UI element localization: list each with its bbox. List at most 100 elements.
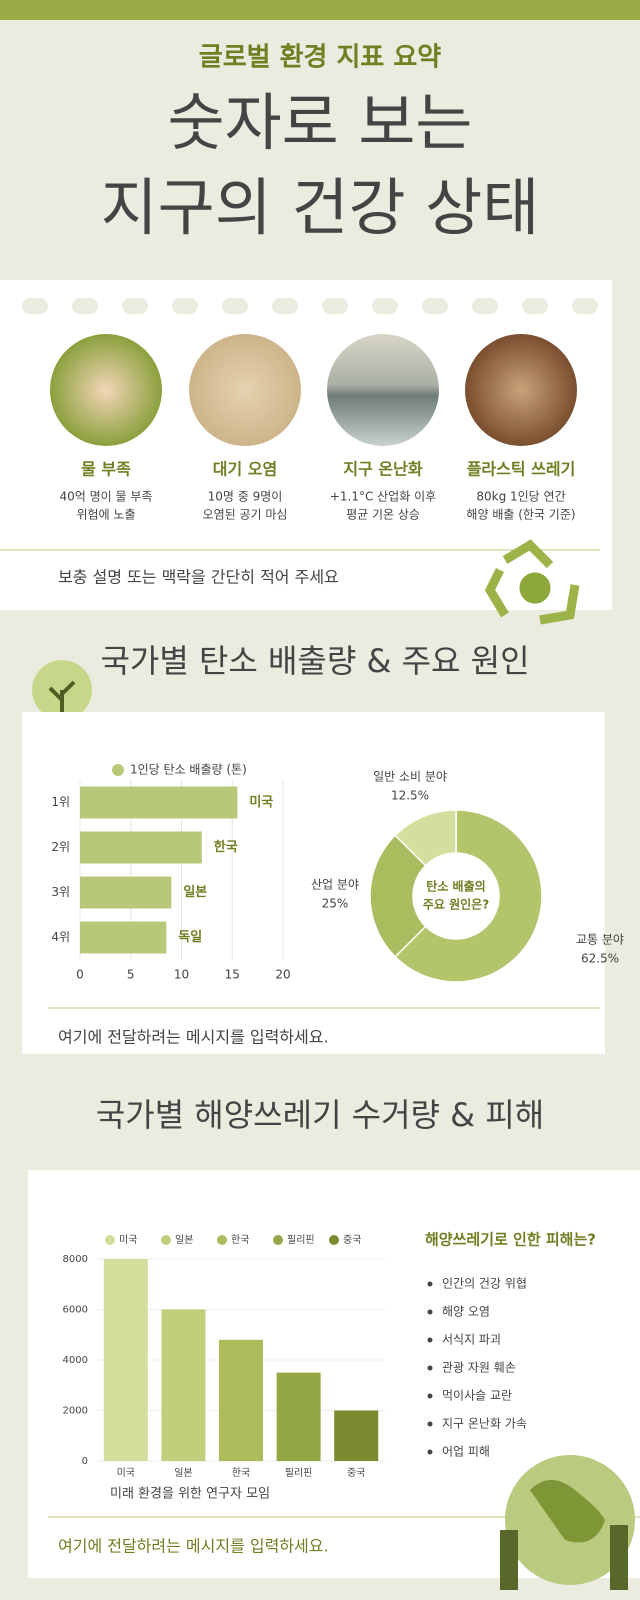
slice-value: 62.5% — [581, 952, 619, 966]
card-title: 물 부족 — [81, 460, 131, 479]
damage-item: 어업 피해 — [442, 1445, 490, 1459]
card-title: 지구 온난화 — [343, 460, 422, 479]
photo — [465, 334, 577, 446]
x-tick-label: 20 — [275, 968, 290, 982]
bar-label: 한국 — [214, 839, 238, 855]
message: 여기에 전달하려는 메시지를 입력하세요. — [58, 1537, 329, 1556]
legend-swatch — [161, 1235, 171, 1245]
pie-slice — [394, 809, 543, 983]
bar — [103, 1259, 148, 1461]
legend-swatch — [217, 1235, 227, 1245]
x-tick-label: 10 — [174, 968, 189, 982]
bullet — [427, 1449, 433, 1455]
card-text: 40억 명이 물 부족 — [60, 490, 153, 504]
source: 미래 환경을 위한 연구자 모임 — [110, 1487, 270, 1502]
card-text: 80kg 1인당 연간 — [476, 490, 565, 504]
legend-swatch — [112, 764, 124, 776]
slice-label: 일반 소비 분야 — [373, 770, 447, 784]
bar — [334, 1410, 379, 1461]
legend-label: 일본 — [175, 1234, 193, 1246]
card-title: 플라스틱 쓰레기 — [467, 460, 576, 479]
legend-swatch — [329, 1235, 339, 1245]
title-line: 지구의 건강 상태 — [101, 171, 540, 244]
bar — [80, 786, 238, 819]
damage-item: 서식지 파괴 — [442, 1333, 501, 1347]
bullet — [427, 1337, 433, 1343]
x-tick-label: 15 — [225, 968, 240, 982]
legend-swatch — [105, 1235, 115, 1245]
x-tick-label: 0 — [76, 968, 84, 982]
x-tick-label: 중국 — [347, 1467, 365, 1479]
damage-item: 해양 오염 — [442, 1305, 490, 1319]
damage-item: 먹이사슬 교란 — [442, 1389, 512, 1403]
legend-label: 1인당 탄소 배출량 (톤) — [130, 763, 247, 777]
pie-slice — [394, 809, 457, 867]
card-text: 평균 기온 상승 — [346, 508, 420, 522]
damage-item: 관광 자원 훼손 — [442, 1361, 516, 1375]
y-tick-label: 0 — [82, 1456, 88, 1467]
legend-label: 한국 — [231, 1234, 249, 1246]
card-text: 오염된 공기 마심 — [203, 508, 288, 522]
note: 보충 설명 또는 맥락을 간단히 적어 주세요 — [58, 568, 339, 587]
card-text: 해양 배출 (한국 기준) — [466, 508, 575, 522]
center-text: 탄소 배출의 — [426, 879, 485, 894]
card-text: 10명 중 9명이 — [208, 490, 283, 504]
y-tick-label: 4000 — [63, 1355, 88, 1366]
bar — [80, 876, 172, 909]
bullet — [427, 1281, 433, 1287]
x-tick-label: 일본 — [174, 1467, 192, 1479]
bar-label: 미국 — [249, 794, 273, 810]
globe-decoration — [500, 1455, 635, 1590]
photo — [50, 334, 162, 446]
y-tick-label: 8000 — [63, 1254, 88, 1265]
x-tick-label: 한국 — [232, 1467, 250, 1479]
bullet — [427, 1309, 433, 1315]
y-tick-label: 2000 — [63, 1406, 88, 1417]
card-text: 위험에 노출 — [76, 508, 135, 522]
message: 여기에 전달하려는 메시지를 입력하세요. — [58, 1028, 329, 1047]
section-heading: 국가별 탄소 배출량 & 주요 원인 — [100, 642, 529, 680]
x-tick-label: 미국 — [117, 1467, 135, 1479]
slice-value: 12.5% — [391, 789, 429, 803]
x-tick-label: 5 — [127, 968, 135, 982]
y-tick-label: 1위 — [51, 795, 70, 809]
bar — [219, 1339, 263, 1461]
section-heading: 국가별 해양쓰레기 수거량 & 피해 — [96, 1096, 544, 1134]
bar — [80, 831, 202, 864]
recycle-icon — [484, 539, 580, 625]
damage-item: 인간의 건강 위협 — [442, 1277, 527, 1291]
bar — [276, 1372, 321, 1461]
bullet — [427, 1365, 433, 1371]
card-title: 대기 오염 — [213, 460, 277, 479]
slice-label: 산업 분야 — [311, 878, 359, 892]
y-tick-label: 4위 — [51, 930, 70, 944]
y-tick-label: 2위 — [51, 840, 70, 854]
bar-label: 독일 — [178, 930, 202, 945]
top-bar — [0, 0, 640, 20]
legend-label: 중국 — [343, 1234, 361, 1246]
legend-label: 필리핀 — [287, 1234, 315, 1246]
damage-item: 지구 온난화 가속 — [442, 1417, 527, 1431]
bar — [80, 921, 167, 954]
bullet — [427, 1393, 433, 1399]
slice-label: 교통 분야 — [576, 933, 624, 947]
photo — [327, 334, 439, 446]
legend-swatch — [273, 1235, 283, 1245]
photo — [189, 334, 301, 446]
y-tick-label: 3위 — [51, 885, 70, 899]
damage-title: 해양쓰레기로 인한 피해는? — [425, 1231, 596, 1249]
bar-label: 일본 — [183, 885, 207, 900]
bar — [161, 1309, 206, 1461]
center-text: 주요 원인은? — [423, 897, 489, 912]
tabs — [22, 298, 598, 314]
legend-label: 미국 — [119, 1234, 137, 1246]
card-text: +1.1°C 산업화 이후 — [330, 490, 436, 504]
title-line: 숫자로 보는 — [168, 86, 473, 159]
subtitle: 글로벌 환경 지표 요약 — [199, 43, 442, 73]
x-tick-label: 필리핀 — [285, 1467, 313, 1479]
pie-slice — [369, 834, 427, 958]
slice-value: 25% — [322, 897, 349, 911]
bullet — [427, 1421, 433, 1427]
y-tick-label: 6000 — [63, 1305, 88, 1316]
